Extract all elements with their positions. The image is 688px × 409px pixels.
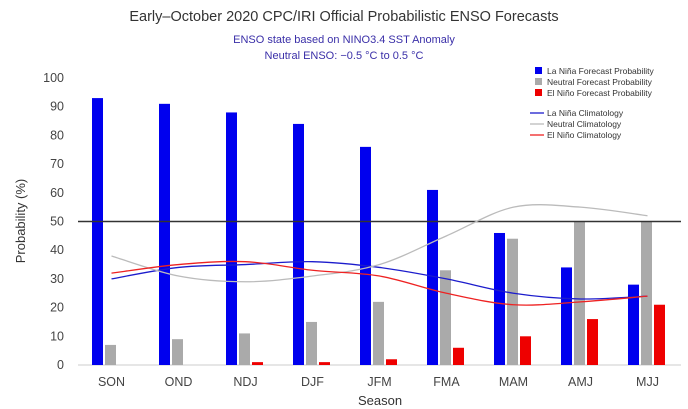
- y-tick-label: 40: [50, 243, 64, 257]
- y-tick-label: 10: [50, 329, 64, 343]
- line-la-nina-climatology: [111, 260, 648, 300]
- bar-la-nina-forecast-probability-mam: [494, 232, 505, 365]
- y-tick-label: 50: [50, 215, 64, 229]
- bar-neutral-forecast-probability-mam: [507, 238, 518, 365]
- x-tick-label-amj: AMJ: [568, 375, 593, 389]
- chart-title: Early–October 2020 CPC/IRI Official Prob…: [129, 9, 558, 25]
- legend-label-neutral-forecast-probability: Neutral Forecast Probability: [547, 77, 653, 87]
- y-tick-label: 80: [50, 128, 64, 142]
- x-tick-label-djf: DJF: [301, 375, 324, 389]
- x-tick-label-mjj: MJJ: [636, 375, 659, 389]
- y-tick-label: 20: [50, 301, 64, 315]
- legend-label-la-nina-forecast-probability: La Niña Forecast Probability: [547, 66, 655, 76]
- bar-la-nina-forecast-probability-ndj: [226, 112, 237, 365]
- bar-el-nino-forecast-probability-mam: [520, 336, 531, 365]
- bar-neutral-forecast-probability-mjj: [641, 221, 652, 365]
- bar-el-nino-forecast-probability-amj: [587, 319, 598, 365]
- y-tick-label: 60: [50, 186, 64, 200]
- y-tick-label: 100: [43, 71, 64, 85]
- x-tick-label-son: SON: [98, 375, 125, 389]
- bar-la-nina-forecast-probability-son: [92, 98, 103, 365]
- bar-el-nino-forecast-probability-mjj: [654, 304, 665, 365]
- y-tick-label: 90: [50, 100, 64, 114]
- line-el-nino-climatology: [111, 260, 648, 306]
- bar-la-nina-forecast-probability-amj: [561, 267, 572, 365]
- legend-label-la-nina-climatology: La Niña Climatology: [547, 108, 624, 118]
- bar-neutral-forecast-probability-ndj: [239, 333, 250, 365]
- bar-neutral-forecast-probability-son: [105, 344, 116, 365]
- legend-swatch-neutral-forecast-probability: [535, 78, 542, 85]
- bar-el-nino-forecast-probability-djf: [319, 362, 330, 365]
- x-tick-label-jfm: JFM: [367, 375, 391, 389]
- legend-label-el-nino-forecast-probability: El Niño Forecast Probability: [547, 88, 653, 98]
- x-tick-label-fma: FMA: [433, 375, 460, 389]
- bar-el-nino-forecast-probability-fma: [453, 347, 464, 365]
- bar-neutral-forecast-probability-ond: [172, 339, 183, 365]
- chart-subtitle-1: ENSO state based on NINO3.4 SST Anomaly: [233, 34, 455, 46]
- bar-el-nino-forecast-probability-ndj: [252, 362, 263, 365]
- x-tick-label-ond: OND: [165, 375, 193, 389]
- bar-la-nina-forecast-probability-mjj: [628, 284, 639, 365]
- line-neutral-climatology: [111, 204, 648, 283]
- legend-label-neutral-climatology: Neutral Climatology: [547, 119, 622, 129]
- bar-neutral-forecast-probability-jfm: [373, 301, 384, 365]
- bar-la-nina-forecast-probability-fma: [427, 189, 438, 365]
- bar-el-nino-forecast-probability-jfm: [386, 359, 397, 365]
- bar-la-nina-forecast-probability-ond: [159, 103, 170, 365]
- bar-neutral-forecast-probability-djf: [306, 321, 317, 365]
- y-tick-label: 30: [50, 272, 64, 286]
- x-axis-label: Season: [358, 393, 402, 408]
- legend-swatch-el-nino-forecast-probability: [535, 89, 542, 96]
- x-tick-label-ndj: NDJ: [233, 375, 257, 389]
- plot-area: 0 10 20 30 40 50 60 70 80 90 100 SON OND NDJ DJF JFM FMA…: [43, 71, 681, 389]
- x-tick-label-mam: MAM: [499, 375, 528, 389]
- bar-neutral-forecast-probability-fma: [440, 270, 451, 365]
- y-tick-label: 70: [50, 157, 64, 171]
- legend-label-el-nino-climatology: El Niño Climatology: [547, 130, 622, 140]
- y-tick-label: 0: [57, 358, 64, 372]
- bar-la-nina-forecast-probability-jfm: [360, 146, 371, 365]
- y-axis-label: Probability (%): [13, 179, 28, 264]
- bar-neutral-forecast-probability-amj: [574, 221, 585, 365]
- chart-subtitle-2: Neutral ENSO: −0.5 °C to 0.5 °C: [265, 50, 424, 62]
- legend-swatch-la-nina-forecast-probability: [535, 67, 542, 74]
- bar-la-nina-forecast-probability-djf: [293, 123, 304, 365]
